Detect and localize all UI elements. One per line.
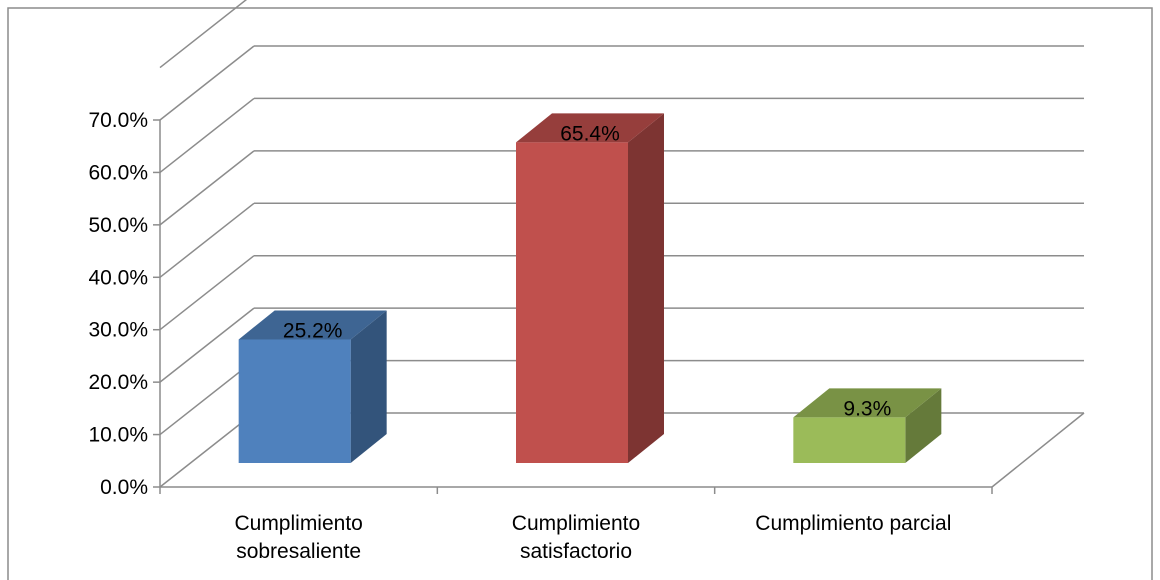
category-label: Cumplimiento sobresaliente — [234, 512, 362, 563]
bar-side-face — [628, 113, 664, 463]
y-tick-label: 40.0% — [88, 266, 148, 289]
axes — [153, 119, 1085, 494]
gridline-side-5 — [159, 150, 255, 226]
bar-side-face — [350, 310, 387, 463]
y-tick-label: 50.0% — [88, 214, 148, 237]
category-label-line: satisfactorio — [520, 540, 632, 563]
y-tick-label: 0.0% — [100, 476, 148, 499]
floor-right-edge — [991, 412, 1085, 488]
data-label: 65.4% — [560, 122, 620, 145]
y-tick-label: 30.0% — [88, 319, 148, 342]
gridline-side-4 — [159, 202, 255, 278]
data-label: 9.3% — [843, 397, 891, 420]
bar-1 — [516, 113, 664, 463]
bar-side-face — [905, 388, 942, 463]
bar-top-face — [238, 310, 387, 340]
y-tick-label: 70.0% — [88, 109, 148, 132]
gridline-side-2 — [159, 307, 255, 383]
bar-0 — [238, 310, 387, 463]
bar-top-face — [516, 113, 664, 143]
gridline-side-6 — [159, 97, 255, 174]
bars — [238, 113, 942, 463]
category-label: Cumplimiento satisfactorio — [512, 512, 640, 563]
gridline-side-7 — [159, 45, 255, 121]
y-tick-label: 20.0% — [88, 371, 148, 394]
bar-front-face — [238, 339, 351, 463]
category-label-line: Cumplimiento — [512, 512, 640, 535]
y-tick-label: 60.0% — [88, 161, 148, 184]
y-tick-label: 10.0% — [88, 424, 148, 447]
category-label-line: sobresaliente — [236, 540, 361, 563]
labels: 0.0% 10.0% 20.0% 30.0% 40.0% 50.0% 60.0% 70.0% 2… — [88, 109, 951, 563]
category-label-line: Cumplimiento parcial — [755, 512, 951, 535]
bar-2 — [793, 388, 942, 463]
gridline-side-0 — [159, 412, 255, 488]
gridline-side-3 — [159, 255, 255, 331]
bar-front-face — [793, 417, 906, 463]
gridline-side-1 — [159, 359, 255, 436]
category-label: Cumplimiento parcial — [755, 512, 951, 535]
gridline-side-top — [159, 0, 248, 69]
gridlines — [159, 0, 1084, 488]
bar-top-face — [793, 388, 942, 418]
data-label: 25.2% — [283, 319, 343, 342]
bar-front-face — [516, 142, 628, 463]
category-label-line: Cumplimiento — [234, 512, 362, 535]
